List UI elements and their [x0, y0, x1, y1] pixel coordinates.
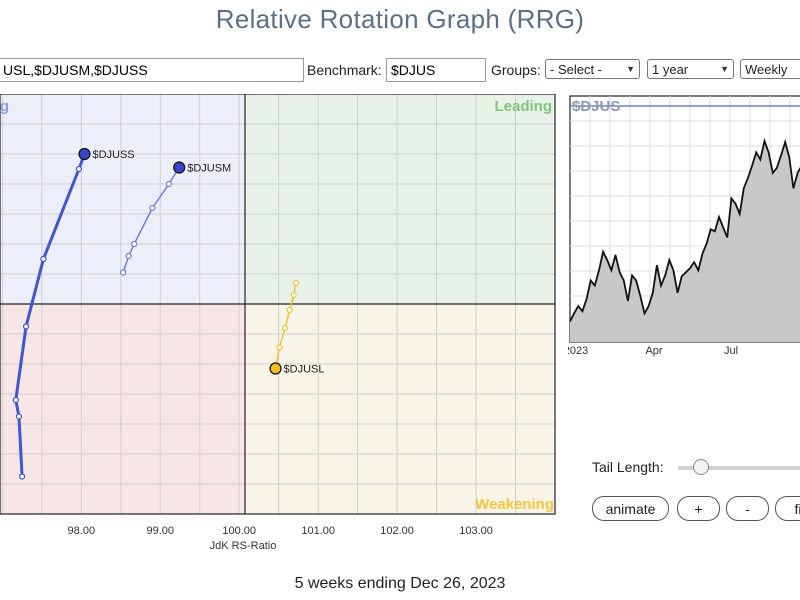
groups-label: Groups:: [491, 62, 541, 78]
series-point: [149, 204, 156, 212]
chevron-down-icon: ▼: [720, 64, 729, 74]
series-label: $DJUSL: [284, 364, 325, 376]
tail-length-slider[interactable]: [678, 466, 800, 470]
x-tick-label: 102.00: [380, 525, 414, 537]
series-point: [286, 306, 293, 314]
x-tick-label: 103.00: [459, 525, 493, 537]
period-select-value: 1 year: [652, 61, 689, 77]
price-x-tick-label: Apr: [645, 345, 662, 357]
series-point: [131, 240, 138, 248]
series-head-djusm[interactable]: [173, 161, 186, 174]
page-title: Relative Rotation Graph (RRG): [215, 4, 585, 34]
price-x-ticks: 2023 Apr Jul: [568, 345, 738, 357]
x-tick-label: 99.00: [146, 525, 174, 537]
series-head-djuss[interactable]: [78, 147, 91, 161]
quadrant-label-improving: ng: [0, 98, 9, 115]
groups-select[interactable]: - Select - ▼: [545, 59, 640, 79]
series-label: $DJUSM: [187, 163, 231, 175]
chevron-down-icon: ▼: [626, 64, 635, 74]
rrg-frame: [0, 94, 556, 515]
animate-button[interactable]: animate: [592, 496, 669, 521]
series-point: [19, 473, 26, 480]
series-point: [281, 324, 289, 332]
price-x-tick-label: 2023: [568, 345, 588, 357]
benchmark-input[interactable]: [386, 58, 486, 82]
zoom-out-button[interactable]: -: [726, 496, 769, 521]
series-point: [15, 413, 23, 420]
frequency-select-value: Weekly: [745, 61, 788, 77]
x-tick-label: 98.00: [68, 525, 96, 537]
zoom-in-button[interactable]: +: [677, 496, 720, 521]
series-point: [165, 180, 173, 188]
rrg-x-ticks: 98.00 99.00 100.00 101.00 102.00 103.00: [68, 525, 493, 537]
series-point: [125, 252, 132, 260]
series-point: [292, 279, 300, 287]
frequency-select[interactable]: Weekly: [740, 59, 800, 79]
price-area: [570, 141, 800, 342]
x-axis-label: JdK RS-Ratio: [210, 540, 277, 552]
tail-length-slider-thumb[interactable]: [693, 459, 710, 475]
price-x-tick-label: Jul: [724, 345, 738, 357]
benchmark-label: Benchmark:: [307, 62, 382, 78]
x-tick-label: 100.00: [222, 525, 256, 537]
series-point: [120, 269, 127, 276]
footer-caption: 5 weeks ending Dec 26, 2023: [294, 575, 506, 592]
x-tick-label: 101.00: [301, 525, 335, 537]
toolbar: Benchmark: Groups: - Select - ▼ 1 year ▼…: [0, 58, 800, 84]
series-point: [40, 255, 47, 263]
price-line: [569, 137, 800, 322]
series-point: [12, 396, 19, 404]
period-select[interactable]: 1 year ▼: [647, 59, 734, 79]
groups-select-value: - Select -: [550, 61, 603, 77]
rrg-series: $DJUSS $DJUSM $DJUSL: [12, 147, 325, 480]
benchmark-price-chart: $DJUS 2023 Apr Jul: [568, 95, 800, 357]
fit-button[interactable]: fit: [775, 496, 800, 521]
tail-length-label: Tail Length:: [592, 459, 664, 475]
rrg-chart[interactable]: ng Leading Weakening $DJUSS$DJUSM$DJUSL …: [0, 94, 560, 554]
series-point: [75, 165, 83, 173]
price-chart-title: $DJUS: [572, 98, 620, 115]
quadrant-label-weakening: Weakening: [475, 496, 554, 513]
symbols-input[interactable]: [0, 58, 304, 82]
quadrant-lagging: [0, 304, 245, 514]
series-point: [276, 344, 283, 351]
series-label: $DJUSS: [92, 149, 134, 161]
series-point: [290, 291, 297, 299]
quadrant-leading: [245, 94, 555, 304]
quadrant-weakening: [245, 304, 555, 514]
series-head-djusl[interactable]: [269, 362, 282, 375]
quadrant-label-leading: Leading: [494, 98, 552, 115]
series-point: [22, 323, 30, 330]
